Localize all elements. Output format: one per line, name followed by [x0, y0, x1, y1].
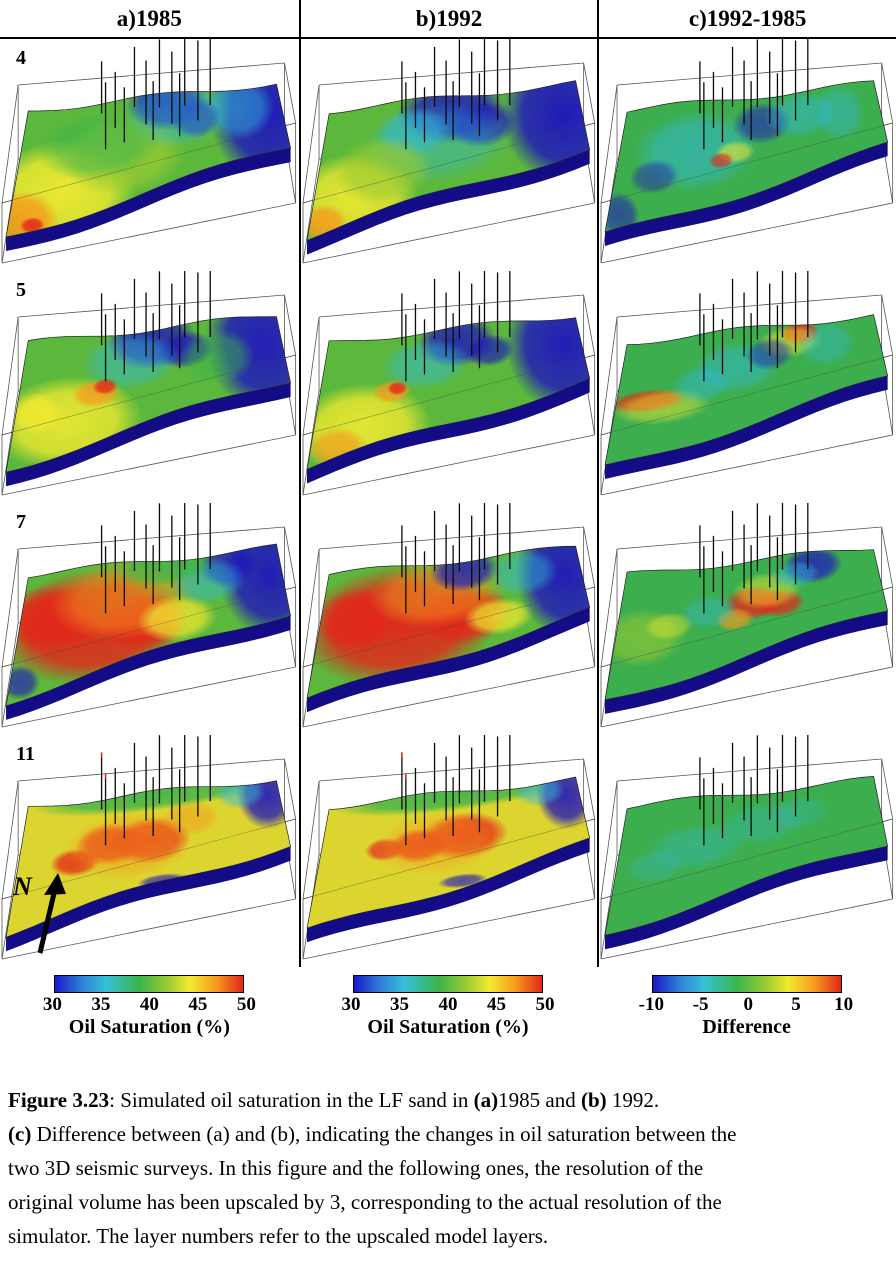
tick-label: 50 [236, 994, 256, 1015]
colorbar-label: Difference [702, 1016, 791, 1038]
caption-text: (a) [473, 1088, 499, 1112]
north-arrow-icon: N [12, 872, 66, 954]
tick-label: 35 [389, 994, 409, 1015]
figure-panel-grid: a)1985 b)1992 c)1992-1985 4 5 7 11 [0, 0, 896, 967]
plot-difference-layer-4 [599, 39, 896, 271]
colorbar-ticks: 30 35 40 45 50 [41, 994, 257, 1016]
plot-1992-layer-7 [301, 503, 598, 735]
column-header-1985: a)1985 [0, 0, 299, 39]
caption-line-2: (c) Difference between (a) and (b), indi… [8, 1117, 886, 1151]
plot-difference-layer-5 [599, 271, 896, 503]
layer-number-label: 5 [16, 279, 26, 301]
caption-text: (b) [580, 1088, 607, 1112]
plot-1985-layer-5 [0, 271, 299, 503]
caption-text: Figure 3.23 [8, 1088, 110, 1112]
colorbar-difference: -10 -5 0 5 10 Difference [597, 975, 896, 1039]
layer-number-label: 11 [16, 743, 35, 765]
cell-diff-layer-4 [597, 39, 896, 271]
plot-difference-layer-7 [599, 503, 896, 735]
caption-text: (c) [8, 1122, 32, 1146]
plot-1985-layer-7 [0, 503, 299, 735]
cell-1985-layer-11: 11 N [0, 735, 299, 967]
caption-line-4: original volume has been upscaled by 3, … [8, 1190, 722, 1214]
plot-1992-layer-5 [301, 271, 598, 503]
tick-label: 45 [188, 994, 208, 1015]
caption-text: Difference between (a) and (b), indicati… [31, 1122, 737, 1146]
colorbar-gradient [352, 975, 543, 993]
tick-label: 30 [42, 994, 62, 1015]
caption-text: : Simulated oil saturation in the LF san… [109, 1088, 474, 1112]
tick-label: 50 [535, 994, 555, 1015]
tick-label: 45 [486, 994, 506, 1015]
plot-difference-layer-11 [599, 735, 896, 967]
plot-1992-layer-11 [301, 735, 598, 967]
plot-1992-layer-4 [301, 39, 598, 271]
colorbar-ticks: 30 35 40 45 50 [340, 994, 556, 1016]
colorbar-label: Oil Saturation (%) [68, 1016, 230, 1038]
colorbar-oil-saturation-a: 30 35 40 45 50 Oil Saturation (%) [0, 975, 299, 1039]
cell-1992-layer-7 [298, 503, 598, 735]
column-header-difference: c)1992-1985 [597, 0, 896, 39]
tick-label: -10 [638, 994, 664, 1015]
plot-1985-layer-4 [0, 39, 299, 271]
tick-label: 10 [834, 994, 854, 1015]
figure-caption: Figure 3.23: Simulated oil saturation in… [8, 1083, 886, 1253]
cell-1992-layer-11 [298, 735, 598, 967]
caption-text: 1985 and [498, 1088, 581, 1112]
plot-1985-layer-11 [0, 735, 299, 967]
cell-diff-layer-7 [597, 503, 896, 735]
caption-line-1: Figure 3.23: Simulated oil saturation in… [8, 1083, 886, 1117]
tick-label: 5 [791, 994, 801, 1015]
colorbar-row: 30 35 40 45 50 Oil Saturation (%) 30 35 … [0, 975, 896, 1039]
caption-line-5: simulator. The layer numbers refer to th… [8, 1224, 549, 1248]
column-header-1992: b)1992 [298, 0, 598, 39]
north-label: N [12, 872, 33, 901]
tick-label: 30 [341, 994, 361, 1015]
tick-label: 40 [139, 994, 159, 1015]
tick-label: 40 [438, 994, 458, 1015]
tick-label: 0 [743, 994, 754, 1015]
layer-number-label: 7 [16, 511, 26, 533]
colorbar-ticks: -10 -5 0 5 10 [639, 994, 855, 1016]
cell-diff-layer-5 [597, 271, 896, 503]
tick-label: 35 [91, 994, 111, 1015]
colorbar-gradient [651, 975, 842, 993]
layer-number-label: 4 [16, 47, 26, 69]
tick-label: -5 [692, 994, 709, 1015]
colorbar-oil-saturation-b: 30 35 40 45 50 Oil Saturation (%) [299, 975, 598, 1039]
cell-1992-layer-4 [298, 39, 598, 271]
caption-text: 1992. [606, 1088, 660, 1112]
colorbar-gradient [54, 975, 245, 993]
caption-line-3: two 3D seismic surveys. In this figure a… [8, 1156, 704, 1180]
cell-diff-layer-11 [597, 735, 896, 967]
cell-1985-layer-5: 5 [0, 271, 299, 503]
colorbar-label: Oil Saturation (%) [367, 1016, 529, 1038]
cell-1985-layer-7: 7 [0, 503, 299, 735]
cell-1992-layer-5 [298, 271, 598, 503]
cell-1985-layer-4: 4 [0, 39, 299, 271]
